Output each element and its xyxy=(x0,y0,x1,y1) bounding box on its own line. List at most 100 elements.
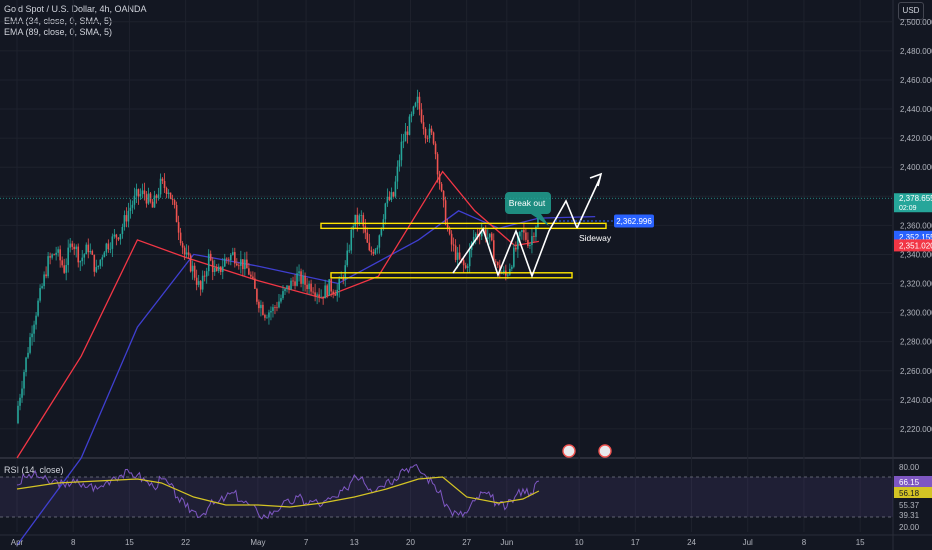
rsi-legend[interactable]: RSI (14, close) xyxy=(4,465,64,475)
candle-body xyxy=(535,226,537,237)
candle-body xyxy=(430,128,433,133)
rsi-ma-line xyxy=(16,476,540,508)
candle-body xyxy=(264,314,266,318)
candle-body xyxy=(159,178,162,195)
currency-button[interactable]: USD xyxy=(898,2,924,20)
candle-body xyxy=(260,304,262,309)
candle-body xyxy=(242,259,244,270)
candle-body xyxy=(213,267,216,273)
candle-body xyxy=(201,275,204,290)
candle-body xyxy=(438,174,441,184)
candle-body xyxy=(292,280,294,282)
candle-body xyxy=(105,243,108,253)
candle-body xyxy=(511,266,513,269)
support-zone xyxy=(330,272,573,279)
time-tick-label: 17 xyxy=(631,538,640,547)
price-tick-label: 2,280.000 xyxy=(900,338,932,347)
candle-body xyxy=(324,285,326,299)
candle-body xyxy=(466,266,469,268)
price-tick-label: 2,340.000 xyxy=(900,250,932,259)
candle-body xyxy=(17,405,19,424)
candle-body xyxy=(127,210,130,222)
candle-body xyxy=(496,262,499,266)
candle-body xyxy=(87,244,90,253)
breakout-arrow-line xyxy=(576,177,601,229)
candle-body xyxy=(290,280,292,290)
candle-body xyxy=(328,279,330,296)
price-tick-label: 2,500.000 xyxy=(900,18,932,27)
candle-body xyxy=(95,267,98,272)
candle-body xyxy=(173,200,176,206)
candle-body xyxy=(456,252,459,260)
candle-body xyxy=(125,215,128,222)
candle-body xyxy=(167,192,170,194)
candle-body xyxy=(412,106,415,114)
candle-body xyxy=(33,324,35,334)
candle-body xyxy=(115,234,118,238)
candle-body xyxy=(197,281,200,285)
candle-body xyxy=(416,96,419,103)
price-tick-label: 2,260.000 xyxy=(900,367,932,376)
candle-body xyxy=(240,259,242,266)
time-tick-label: 22 xyxy=(181,538,190,547)
candle-body xyxy=(426,138,429,139)
price-tick-label: 2,320.000 xyxy=(900,280,932,289)
candle-body xyxy=(468,249,471,267)
candle-body xyxy=(372,251,375,254)
candle-body xyxy=(432,132,435,144)
candle-body xyxy=(474,233,477,237)
candle-body xyxy=(306,284,308,290)
candle-body xyxy=(133,195,136,205)
price-tick-label: 2,400.000 xyxy=(900,163,932,172)
price-tick-label: 2,240.000 xyxy=(900,396,932,405)
time-tick-label: Jul xyxy=(743,538,753,547)
us-flag-event-icon xyxy=(598,444,612,458)
ema89-legend[interactable]: EMA (89, close, 0, SMA, 5) xyxy=(4,27,113,37)
sideway-zigzag xyxy=(452,199,578,279)
candle-body xyxy=(69,243,71,248)
candle-body xyxy=(294,281,296,286)
candle-body xyxy=(316,294,318,296)
candle-body xyxy=(89,251,92,253)
candle-body xyxy=(117,237,120,240)
candle-body xyxy=(252,276,254,279)
candle-body xyxy=(107,243,110,250)
candle-body xyxy=(454,245,457,260)
candle-body xyxy=(131,204,134,208)
candle-body xyxy=(217,266,220,271)
candle-body xyxy=(109,248,112,250)
time-tick-label: 15 xyxy=(125,538,134,547)
candle-body xyxy=(262,304,264,315)
candle-body xyxy=(448,227,451,234)
candle-body xyxy=(440,183,443,191)
candle-body xyxy=(521,230,523,233)
ema34-legend[interactable]: EMA (34, close, 0, SMA, 5) xyxy=(4,16,113,26)
candle-body xyxy=(137,189,140,197)
candle-body xyxy=(191,265,194,272)
candle-body xyxy=(71,243,74,247)
candle-body xyxy=(322,296,324,299)
candle-body xyxy=(428,128,431,139)
candle-body xyxy=(103,252,106,258)
candle-body xyxy=(123,215,126,227)
candle-body xyxy=(39,288,41,301)
candle-body xyxy=(73,246,76,250)
candle-body xyxy=(219,266,222,272)
time-tick-label: 20 xyxy=(406,538,415,547)
candle-body xyxy=(101,257,104,260)
candle-body xyxy=(314,292,316,296)
rsi-value-label: 56.18 xyxy=(899,489,920,498)
candle-body xyxy=(93,254,96,272)
candle-body xyxy=(513,247,515,267)
ema89-line xyxy=(16,210,596,546)
candle-body xyxy=(169,192,172,199)
candle-body xyxy=(472,236,475,243)
candle-body xyxy=(215,267,218,271)
candle-body xyxy=(531,236,533,245)
candle-body xyxy=(81,257,84,262)
candle-body xyxy=(97,265,100,268)
candle-body xyxy=(185,252,188,255)
candle-body xyxy=(378,235,381,248)
target-price-label: 2,362.996 xyxy=(616,217,652,226)
